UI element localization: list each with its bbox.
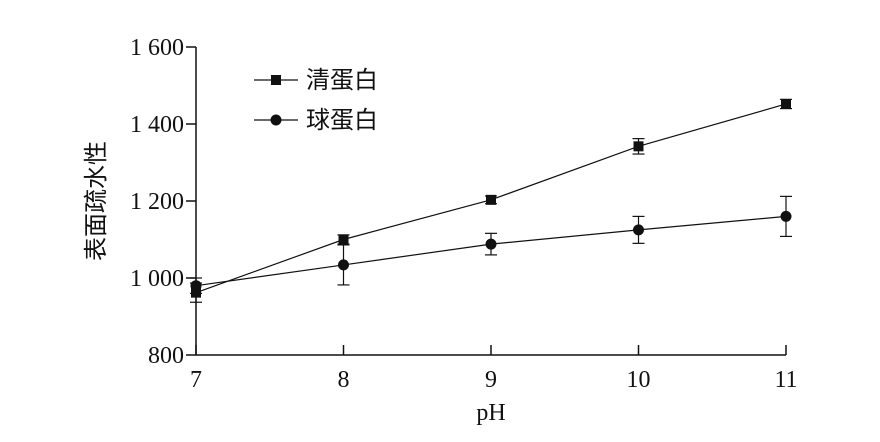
legend-label: 清蛋白	[306, 67, 378, 94]
data-point-square	[271, 75, 281, 85]
x-tick-label: 8	[338, 367, 350, 393]
x-tick-label: 9	[485, 367, 497, 393]
y-tick-label: 1 000	[130, 266, 184, 292]
series-2	[190, 195, 792, 294]
x-axis-title: pH	[476, 400, 505, 426]
y-tick-label: 1 600	[130, 35, 184, 61]
data-point-circle	[190, 280, 202, 292]
x-tick-label: 7	[190, 367, 202, 393]
y-tick-label: 1 200	[130, 189, 184, 215]
data-point-circle	[633, 224, 644, 236]
data-point-square	[338, 234, 349, 245]
data-point-circle	[485, 238, 497, 250]
x-tick-label: 10	[627, 367, 651, 393]
data-point-square	[781, 98, 791, 109]
y-tick-label: 800	[148, 343, 184, 369]
data-point-square	[486, 194, 496, 205]
data-point-circle	[780, 210, 792, 222]
series-layer	[190, 98, 792, 303]
y-tick-label: 1 400	[130, 112, 184, 138]
x-ticks: 7 8 9 10 11	[190, 345, 798, 393]
x-tick-label: 11	[774, 367, 797, 393]
y-ticks: 800 1 000 1 200 1 400 1 600	[130, 35, 196, 369]
legend-item: 球蛋白	[254, 107, 378, 134]
data-point-circle	[338, 259, 349, 271]
data-point-circle	[270, 114, 282, 126]
series-1	[190, 98, 792, 303]
legend-item: 清蛋白	[254, 67, 378, 94]
data-point-square	[633, 141, 644, 152]
y-axis-title: 表面疏水性	[83, 141, 110, 261]
legend-label: 球蛋白	[306, 107, 378, 134]
